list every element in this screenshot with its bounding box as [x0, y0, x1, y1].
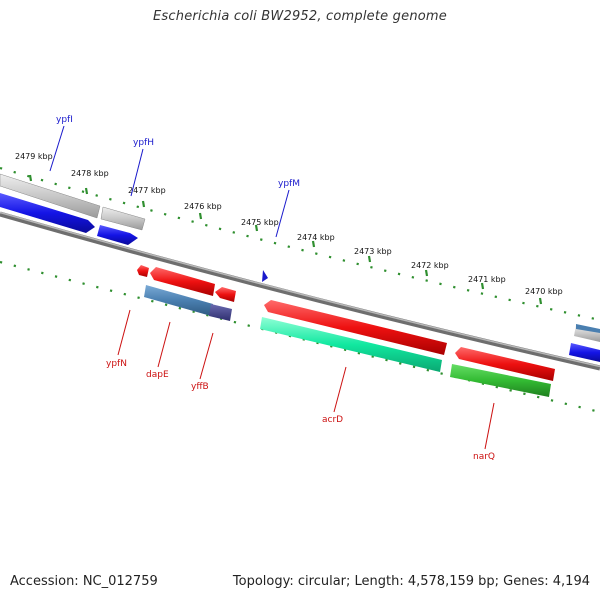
steelblue-feature-dapE — [144, 285, 213, 316]
blue-feature-2 — [97, 225, 138, 245]
genome-title: Escherichia coli BW2952, complete genome — [153, 9, 447, 24]
tick-label: 2471 kbp — [468, 275, 506, 284]
blue-feature-ypfM — [262, 270, 268, 282]
accession-text: Accession: NC_012759 — [10, 574, 158, 589]
tick-label: 2476 kbp — [184, 202, 222, 211]
outer-major-ticks — [28, 174, 543, 305]
red-feature-yffB — [215, 287, 236, 302]
red-feature-narQ — [455, 347, 555, 381]
red-feature-acrD — [264, 300, 447, 355]
gene-label: ypfH — [133, 138, 154, 148]
navy-feature-yffB — [209, 304, 232, 321]
outer-tick-arc — [0, 166, 600, 322]
red-feature-dapE — [150, 267, 215, 296]
tick-label: 2479 kbp — [15, 152, 53, 161]
gene-label: ypfN — [106, 359, 127, 369]
gene-label: narQ — [473, 452, 495, 462]
gene-label: ypfI — [56, 115, 73, 125]
genome-backbone-highlight — [0, 211, 600, 368]
gene-labels-bottom: ypfN dapE yffB acrD narQ — [106, 359, 495, 462]
gene-label: dapE — [146, 370, 169, 380]
genome-summary-text: Topology: circular; Length: 4,578,159 bp… — [232, 574, 590, 589]
green-feature-narQ — [450, 364, 551, 397]
blue-feature-right — [569, 343, 600, 362]
genome-backbone — [0, 211, 600, 371]
tick-label: 2478 kbp — [71, 169, 109, 178]
gene-label: yffB — [191, 382, 209, 392]
tick-label: 2475 kbp — [241, 218, 279, 227]
label-connectors — [49, 125, 495, 450]
gray-feature-ypfI — [0, 173, 101, 219]
tick-label: 2477 kbp — [128, 186, 166, 195]
gene-label: acrD — [322, 415, 343, 425]
blue-feature-1 — [0, 193, 95, 233]
top-strand-features — [0, 173, 600, 362]
red-feature-ypfN — [137, 265, 149, 277]
gray-feature-ypfH — [100, 206, 146, 231]
steelblue-feature-right — [576, 324, 600, 333]
gene-label: ypfM — [278, 179, 300, 189]
tick-label: 2472 kbp — [411, 261, 449, 270]
gene-labels-top: ypfI ypfH ypfM — [56, 115, 300, 189]
tick-label: 2473 kbp — [354, 247, 392, 256]
teal-feature-acrD — [260, 317, 442, 372]
tick-label: 2474 kbp — [297, 233, 335, 242]
bottom-strand-features — [137, 265, 555, 397]
tick-label: 2470 kbp — [525, 287, 563, 296]
tick-labels: 2479 kbp 2478 kbp 2477 kbp 2476 kbp 2475… — [15, 152, 563, 296]
inner-tick-arc — [0, 260, 600, 414]
